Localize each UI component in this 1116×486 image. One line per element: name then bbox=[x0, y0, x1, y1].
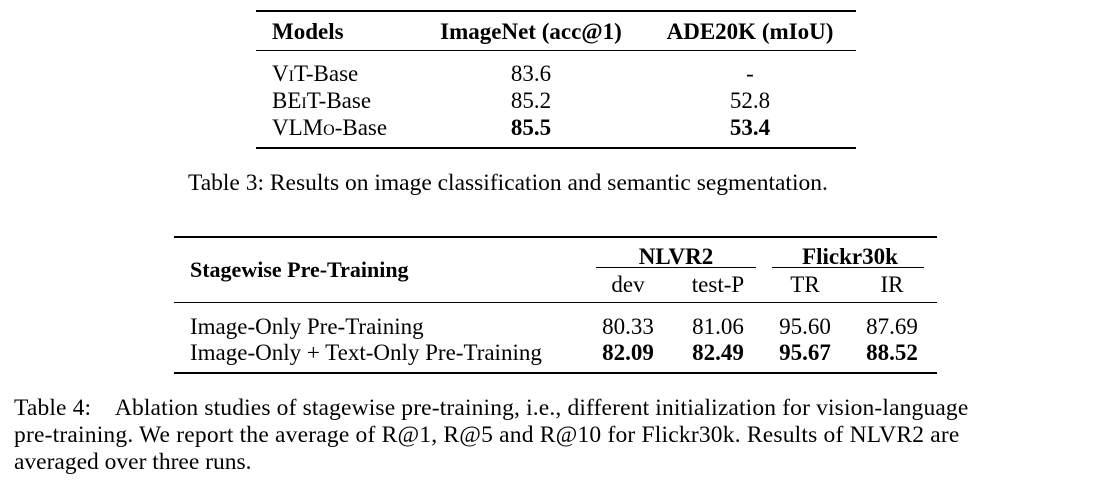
table3-row-model: ViT-Base bbox=[272, 61, 359, 86]
table3-top-rule bbox=[256, 10, 856, 12]
table4-bottom-rule bbox=[174, 372, 937, 374]
table4-header-testp: test-P bbox=[691, 272, 745, 297]
table3-row-model: VLMo-Base bbox=[272, 115, 388, 140]
table3-row-model: BEiT-Base bbox=[272, 88, 372, 113]
table4-row-ir: 88.52 bbox=[866, 340, 918, 365]
table4-row-tr: 95.67 bbox=[779, 340, 831, 365]
table4-caption-line2: pre-training. We report the average of R… bbox=[14, 422, 960, 448]
table3-mid-rule bbox=[256, 50, 856, 51]
table4-mid-rule bbox=[174, 302, 937, 303]
table4-header-ir: IR bbox=[880, 272, 904, 297]
table4-row-ir: 87.69 bbox=[866, 314, 918, 339]
table3-row-imagenet: 85.5 bbox=[510, 115, 552, 140]
table4-row-name: Image-Only + Text-Only Pre-Training bbox=[190, 340, 542, 365]
table4-header-flickr: Flickr30k bbox=[802, 244, 898, 269]
table4-caption-line1: Table 4: Ablation studies of stagewise p… bbox=[14, 395, 969, 421]
table3-bottom-rule bbox=[256, 147, 856, 149]
table3-row-ade20k: - bbox=[746, 61, 754, 86]
table4-header-nlvr2: NLVR2 bbox=[638, 244, 714, 269]
table4-header-stagewise: Stagewise Pre-Training bbox=[190, 257, 409, 282]
table3-header-models: Models bbox=[272, 19, 344, 44]
table4-top-rule bbox=[174, 236, 937, 238]
table3-row-imagenet: 85.2 bbox=[510, 88, 552, 113]
table3-header-imagenet: ImageNet (acc@1) bbox=[440, 19, 622, 44]
table4-row-name: Image-Only Pre-Training bbox=[190, 314, 424, 339]
table4-row-testp: 82.49 bbox=[692, 340, 744, 365]
table3-row-imagenet: 83.6 bbox=[510, 61, 552, 86]
table4-caption: Table 4: Ablation studies of stagewise p… bbox=[14, 395, 1109, 476]
table4-caption-line3: averaged over three runs. bbox=[14, 449, 252, 475]
table4-row-testp: 81.06 bbox=[692, 314, 744, 339]
table4-nlvr2-rule bbox=[596, 267, 756, 268]
table4-flickr-rule bbox=[772, 267, 924, 268]
table3-row-ade20k: 53.4 bbox=[729, 115, 771, 140]
table4-header-tr: TR bbox=[790, 272, 820, 297]
table3-header-ade20k: ADE20K (mIoU) bbox=[666, 19, 834, 44]
table4-row-dev: 82.09 bbox=[602, 340, 654, 365]
table4-header-dev: dev bbox=[611, 272, 645, 297]
table4-row-tr: 95.60 bbox=[779, 314, 831, 339]
table3-caption: Table 3: Results on image classification… bbox=[188, 170, 828, 196]
table4-row-dev: 80.33 bbox=[602, 314, 654, 339]
table3-row-ade20k: 52.8 bbox=[729, 88, 771, 113]
